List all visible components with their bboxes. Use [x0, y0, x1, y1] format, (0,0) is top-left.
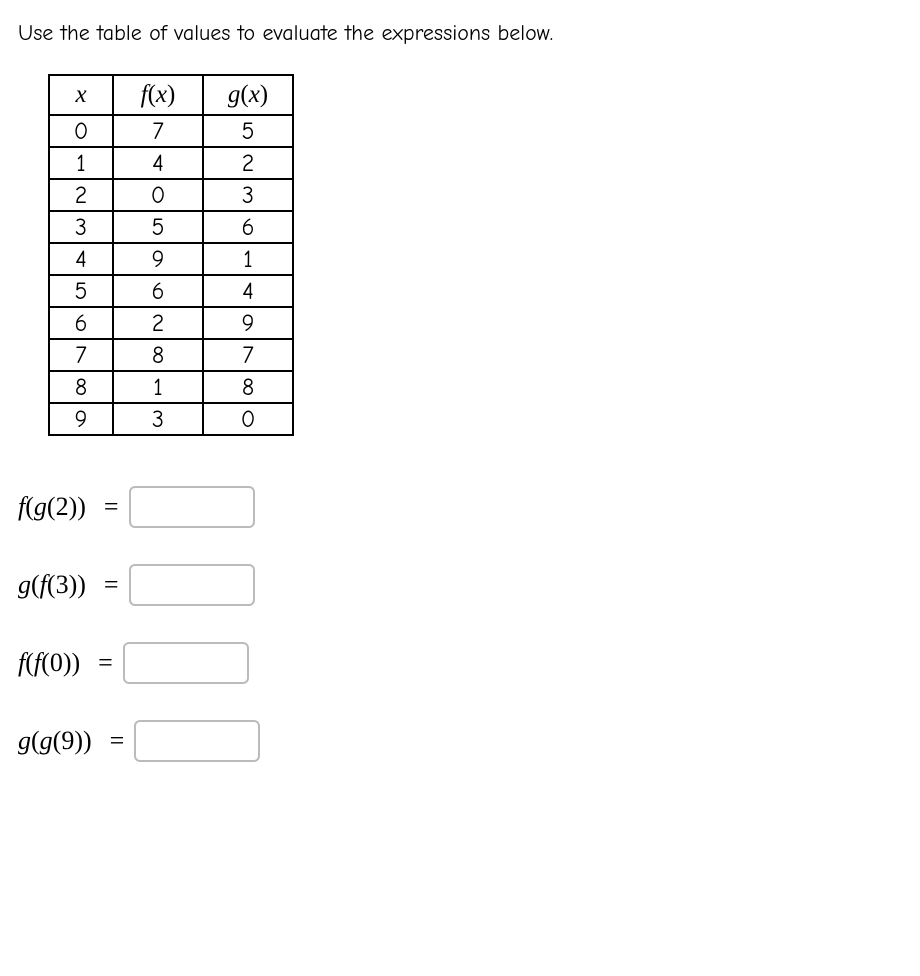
- cell-fx: 3: [113, 403, 203, 435]
- cell-fx: 7: [113, 115, 203, 147]
- cell-fx: 5: [113, 211, 203, 243]
- table-row: 356: [49, 211, 293, 243]
- table-row: 075: [49, 115, 293, 147]
- table-row: 142: [49, 147, 293, 179]
- equals-sign: =: [104, 570, 119, 600]
- cell-gx: 7: [203, 339, 293, 371]
- header-fx-f: f: [141, 81, 148, 108]
- cell-x: 6: [49, 307, 113, 339]
- header-fx-paren: (: [148, 81, 156, 108]
- header-gx: g(x): [203, 75, 293, 115]
- cell-fx: 2: [113, 307, 203, 339]
- cell-x: 5: [49, 275, 113, 307]
- cell-gx: 0: [203, 403, 293, 435]
- cell-x: 7: [49, 339, 113, 371]
- cell-x: 2: [49, 179, 113, 211]
- cell-gx: 8: [203, 371, 293, 403]
- cell-fx: 9: [113, 243, 203, 275]
- expression-row: f(g(2)) =: [18, 486, 902, 528]
- expressions-container: f(g(2)) = g(f(3)) = f(f(0)) = g(g(9)) =: [18, 486, 902, 762]
- answer-input[interactable]: [129, 564, 255, 606]
- answer-input[interactable]: [134, 720, 260, 762]
- expression-label: f(g(2)): [18, 492, 86, 522]
- expression-row: f(f(0)) =: [18, 642, 902, 684]
- cell-gx: 1: [203, 243, 293, 275]
- expression-row: g(f(3)) =: [18, 564, 902, 606]
- cell-gx: 5: [203, 115, 293, 147]
- table-row: 491: [49, 243, 293, 275]
- cell-gx: 3: [203, 179, 293, 211]
- answer-input[interactable]: [129, 486, 255, 528]
- table-row: 787: [49, 339, 293, 371]
- table-row: 818: [49, 371, 293, 403]
- header-gx-g: g: [228, 81, 241, 108]
- cell-x: 8: [49, 371, 113, 403]
- header-fx-paren2: ): [167, 81, 175, 108]
- table-row: 564: [49, 275, 293, 307]
- table-header-row: x f(x) g(x): [49, 75, 293, 115]
- cell-x: 4: [49, 243, 113, 275]
- cell-x: 0: [49, 115, 113, 147]
- header-gx-paren: (: [240, 81, 248, 108]
- expression-label: g(f(3)): [18, 570, 86, 600]
- cell-x: 3: [49, 211, 113, 243]
- cell-x: 1: [49, 147, 113, 179]
- header-fx-x: x: [156, 81, 167, 108]
- cell-fx: 6: [113, 275, 203, 307]
- equals-sign: =: [98, 648, 113, 678]
- cell-gx: 2: [203, 147, 293, 179]
- cell-gx: 4: [203, 275, 293, 307]
- expression-row: g(g(9)) =: [18, 720, 902, 762]
- values-table: x f(x) g(x) 0751422033564915646297878189…: [48, 74, 294, 436]
- expression-label: g(g(9)): [18, 726, 92, 756]
- table-row: 203: [49, 179, 293, 211]
- header-x: x: [49, 75, 113, 115]
- expression-label: f(f(0)): [18, 648, 80, 678]
- cell-gx: 9: [203, 307, 293, 339]
- cell-fx: 4: [113, 147, 203, 179]
- table-body: 075142203356491564629787818930: [49, 115, 293, 435]
- answer-input[interactable]: [123, 642, 249, 684]
- cell-gx: 6: [203, 211, 293, 243]
- equals-sign: =: [104, 492, 119, 522]
- header-gx-x: x: [249, 81, 260, 108]
- header-gx-paren2: ): [260, 81, 268, 108]
- header-fx: f(x): [113, 75, 203, 115]
- equals-sign: =: [110, 726, 125, 756]
- cell-fx: 8: [113, 339, 203, 371]
- table-row: 930: [49, 403, 293, 435]
- cell-fx: 0: [113, 179, 203, 211]
- cell-x: 9: [49, 403, 113, 435]
- cell-fx: 1: [113, 371, 203, 403]
- instruction-text: Use the table of values to evaluate the …: [18, 20, 902, 46]
- table-row: 629: [49, 307, 293, 339]
